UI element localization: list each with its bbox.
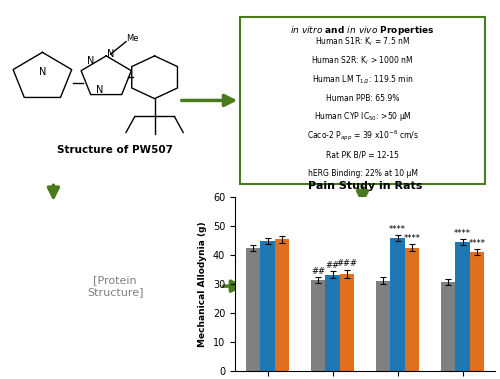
Text: Human S2R: K$_i$ > 1000 nM: Human S2R: K$_i$ > 1000 nM xyxy=(312,54,414,67)
Text: ****: **** xyxy=(389,225,406,234)
Text: $\mathit{in\ vitro}$ and $\mathit{in\ vivo}$ Properties: $\mathit{in\ vitro}$ and $\mathit{in\ vi… xyxy=(290,24,434,37)
Bar xyxy=(456,242,469,371)
Text: N: N xyxy=(107,49,114,59)
Text: ****: **** xyxy=(454,229,471,238)
Text: ##: ## xyxy=(311,266,325,276)
Text: N: N xyxy=(87,56,94,66)
Text: N: N xyxy=(96,85,104,95)
Text: hERG Binding: 22% at 10 μM: hERG Binding: 22% at 10 μM xyxy=(308,169,418,178)
Bar xyxy=(390,238,404,371)
Text: Me: Me xyxy=(126,34,139,42)
Bar xyxy=(274,239,289,371)
Text: ****: **** xyxy=(404,234,420,243)
Text: Human LM T$_{1/2}$: 119.5 min: Human LM T$_{1/2}$: 119.5 min xyxy=(312,73,414,86)
Bar xyxy=(441,282,456,371)
Y-axis label: Mechanical Allodynia (g): Mechanical Allodynia (g) xyxy=(198,221,207,347)
Text: [Protein
Structure]: [Protein Structure] xyxy=(87,276,144,297)
Text: ###: ### xyxy=(336,259,357,268)
Text: ##: ## xyxy=(326,261,340,270)
Bar xyxy=(340,274,354,371)
Text: Human CYP IC$_{50}$: >50 μM: Human CYP IC$_{50}$: >50 μM xyxy=(314,110,412,124)
Text: N: N xyxy=(38,67,46,77)
Bar xyxy=(311,280,326,371)
Bar xyxy=(470,252,484,371)
Text: Human S1R: K$_i$ = 7.5 nM: Human S1R: K$_i$ = 7.5 nM xyxy=(315,35,410,48)
Title: Pain Study in Rats: Pain Study in Rats xyxy=(308,181,422,191)
Text: Human PPB: 65.9%: Human PPB: 65.9% xyxy=(326,94,399,103)
Text: Caco-2 P$_{app}$ = 39 x10$^{-6}$ cm/s: Caco-2 P$_{app}$ = 39 x10$^{-6}$ cm/s xyxy=(306,128,418,143)
Text: Rat PK B/P = 12-15: Rat PK B/P = 12-15 xyxy=(326,150,399,159)
Bar xyxy=(260,241,274,371)
Text: ****: **** xyxy=(468,239,485,248)
FancyBboxPatch shape xyxy=(240,17,485,184)
Text: Structure of PW507: Structure of PW507 xyxy=(57,145,173,155)
Bar xyxy=(246,248,260,371)
Bar xyxy=(376,281,390,371)
Bar xyxy=(326,275,340,371)
Bar xyxy=(404,248,419,371)
